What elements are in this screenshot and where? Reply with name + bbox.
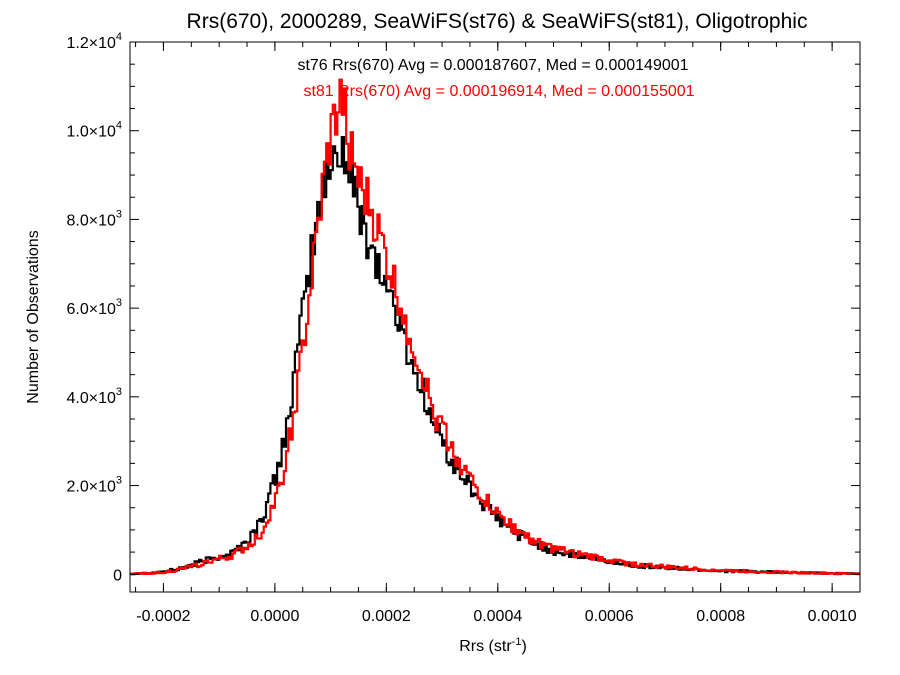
histogram-series-1 [130,78,860,576]
x-axis: -0.0002 0.0000 0.0002 0.0004 0.0006 0.0008 0.0… [135,42,857,625]
x-tick-label: 0.0008 [696,608,745,625]
annotation-st81: st81 Rrs(670) Avg = 0.000196914, Med = 0… [303,83,694,100]
y-tick-label: 4.0×103 [66,386,122,407]
x-tick-label: -0.0002 [136,608,190,625]
y-tick-label: 1.2×104 [66,31,122,52]
chart-title: Rrs(670), 2000289, SeaWiFS(st76) & SeaWi… [187,10,808,33]
x-tick-label: 0.0004 [473,608,522,625]
x-axis-title-end: ) [521,638,526,655]
plot-frame [129,41,861,593]
y-tick-label: 2.0×103 [66,475,122,496]
y-tick-label: 8.0×103 [66,208,122,229]
y-axis-title: Number of Observations [25,230,42,403]
x-tick-label: 0.0002 [362,608,411,625]
y-axis: 0 2.0×103 4.0×103 6.0×103 8.0×103 1.0×104 1.2×… [66,31,860,584]
x-axis-title-main: Rrs (str [459,638,512,655]
y-tick-label: 1.0×104 [66,120,122,141]
y-tick-label: 0 [113,567,122,584]
y-tick-label: 6.0×103 [66,297,122,318]
x-tick-label: 0.0000 [250,608,299,625]
x-tick-label: 0.0010 [808,608,857,625]
x-axis-title-superscript: -1 [512,636,522,648]
x-tick-label: 0.0006 [585,608,634,625]
annotation-st76: st76 Rrs(670) Avg = 0.000187607, Med = 0… [297,57,688,74]
x-axis-title: Rrs (str-1) [459,636,527,655]
series-layer [130,78,860,576]
